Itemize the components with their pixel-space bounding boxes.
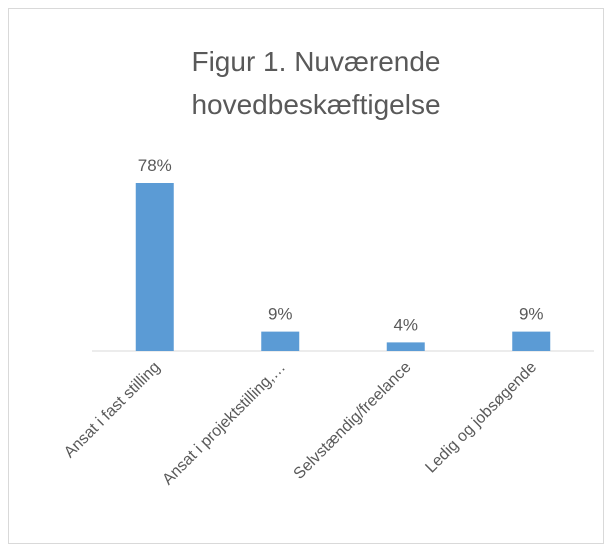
bar <box>135 183 174 351</box>
bar <box>261 331 300 351</box>
data-label: 9% <box>519 305 544 324</box>
chart-title-box: Figur 1. Nuværende hovedbeskæftigelse <box>191 46 441 120</box>
bar <box>386 342 425 351</box>
data-label: 9% <box>268 305 293 324</box>
chart-border <box>8 8 604 544</box>
data-label: 78% <box>138 156 172 175</box>
bar <box>512 331 551 351</box>
chart-title: Figur 1. Nuværende hovedbeskæftigelse <box>191 46 441 120</box>
data-label: 4% <box>393 315 418 334</box>
